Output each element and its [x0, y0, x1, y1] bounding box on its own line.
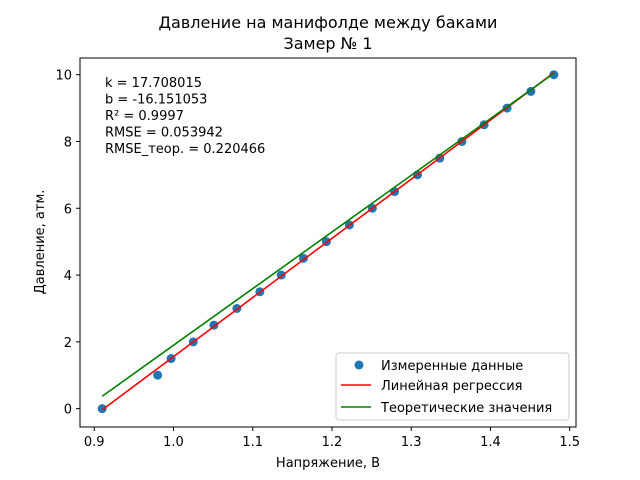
- x-tick-label: 1.4: [480, 435, 501, 450]
- plot-series: [97, 70, 559, 414]
- x-tick-label: 1.1: [242, 435, 263, 450]
- legend: Измеренные данные Линейная регрессия Тео…: [335, 352, 570, 421]
- data-point: [153, 370, 163, 380]
- legend-label-regression: Линейная регрессия: [381, 379, 522, 394]
- x-tick-label: 1.2: [322, 435, 343, 450]
- y-tick-label: 2: [64, 336, 72, 351]
- x-tick-label: 1.5: [559, 435, 580, 450]
- y-tick-label: 0: [64, 403, 72, 418]
- legend-label-measured: Измеренные данные: [381, 359, 523, 374]
- y-axis: 0 2 4 6 8 10: [55, 69, 80, 418]
- fit-annotation-line: b = -16.151053: [105, 93, 207, 108]
- y-tick-label: 10: [55, 69, 72, 84]
- chart-subtitle: Замер № 1: [283, 34, 372, 53]
- y-tick-label: 8: [64, 135, 72, 150]
- legend-label-theoretical: Теоретические значения: [380, 401, 552, 416]
- y-tick-label: 6: [64, 202, 72, 217]
- legend-box: [335, 352, 570, 421]
- data-point: [97, 404, 107, 414]
- x-tick-label: 1.0: [163, 435, 184, 450]
- regression-line: [101, 72, 555, 411]
- y-tick-label: 4: [64, 269, 72, 284]
- x-tick-label: 1.3: [401, 435, 422, 450]
- data-point: [549, 70, 559, 80]
- theoretical-line: [101, 72, 555, 397]
- fit-annotation-line: k = 17.708015: [105, 76, 202, 91]
- y-axis-label: Давление, атм.: [33, 190, 48, 295]
- fit-annotation-line: RMSE = 0.053942: [105, 126, 223, 141]
- plot-frame: [79, 57, 577, 428]
- x-axis: 0.9 1.0 1.1 1.2 1.3 1.4 1.5: [84, 427, 580, 450]
- legend-marker-measured: [354, 360, 364, 370]
- fit-annotation-line: R² = 0.9997: [105, 109, 184, 124]
- fit-annotation-line: RMSE_теор. = 0.220466: [105, 142, 265, 157]
- x-tick-label: 0.9: [84, 435, 105, 450]
- x-axis-label: Напряжение, В: [276, 456, 380, 471]
- chart-title: Давление на манифолде между баками: [159, 13, 498, 32]
